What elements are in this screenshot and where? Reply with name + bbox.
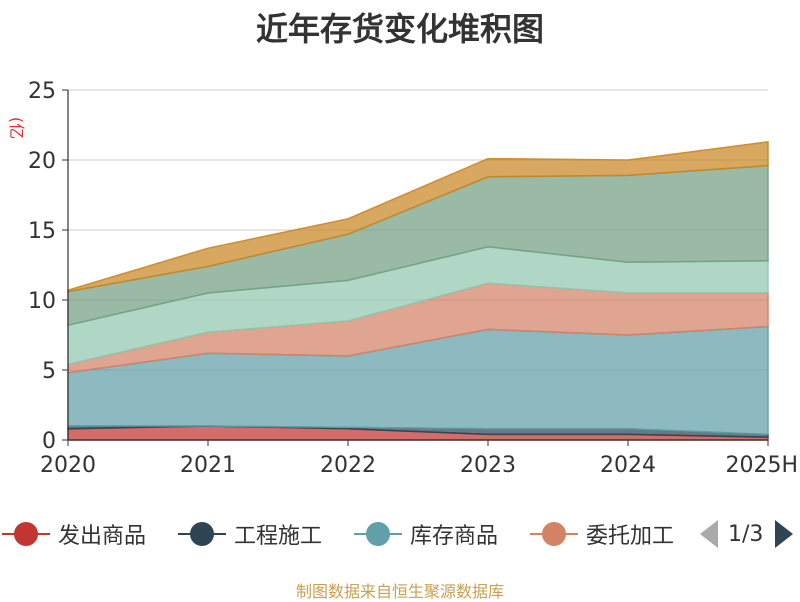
- next-page-arrow-icon[interactable]: [775, 520, 794, 548]
- area-series: [67, 140, 769, 293]
- y-tick-label: 5: [42, 359, 56, 384]
- chart-title: 近年存货变化堆积图: [255, 10, 544, 48]
- x-tick-label: 2025H: [725, 453, 798, 478]
- legend-marker-icon: [2, 520, 50, 548]
- legend-label: 库存商品: [410, 524, 499, 549]
- x-tick-label: 2022: [320, 453, 376, 478]
- legend-marker-icon: [354, 520, 402, 548]
- legend-item[interactable]: 发出商品: [2, 512, 146, 556]
- x-tick-label: 2024: [600, 453, 656, 478]
- x-tick-label: 2020: [40, 453, 96, 478]
- data-source-note: 制图数据来自恒生聚源数据库: [295, 582, 504, 601]
- y-tick-label: 10: [28, 289, 56, 314]
- legend-item[interactable]: 库存商品: [354, 512, 498, 556]
- y-tick-label: 20: [28, 149, 56, 174]
- chart-legend: 发出商品 工程施工 库存商品 委托加工: [0, 512, 800, 556]
- legend-page-indicator: 1/3: [728, 521, 764, 547]
- stacked-area-chart: 0 5 10 15 20 25 2020 2021 2022 2023 2024 2025H: [28, 79, 798, 478]
- legend-label: 发出商品: [58, 524, 147, 549]
- x-tick-label: 2023: [460, 453, 516, 478]
- previous-page-arrow-icon[interactable]: [700, 520, 718, 548]
- legend-item[interactable]: 委托加工: [530, 512, 674, 556]
- legend-label: 工程施工: [234, 524, 323, 549]
- x-tick-label: 2021: [180, 453, 236, 478]
- legend-pager: 1/3: [700, 512, 794, 556]
- y-tick-label: 15: [28, 219, 56, 244]
- legend-marker-icon: [178, 520, 226, 548]
- legend-label: 委托加工: [586, 524, 675, 549]
- legend-item[interactable]: 工程施工: [178, 512, 322, 556]
- y-tick-label: 0: [42, 429, 56, 454]
- legend-marker-icon: [530, 520, 578, 548]
- y-tick-label: 25: [28, 79, 56, 104]
